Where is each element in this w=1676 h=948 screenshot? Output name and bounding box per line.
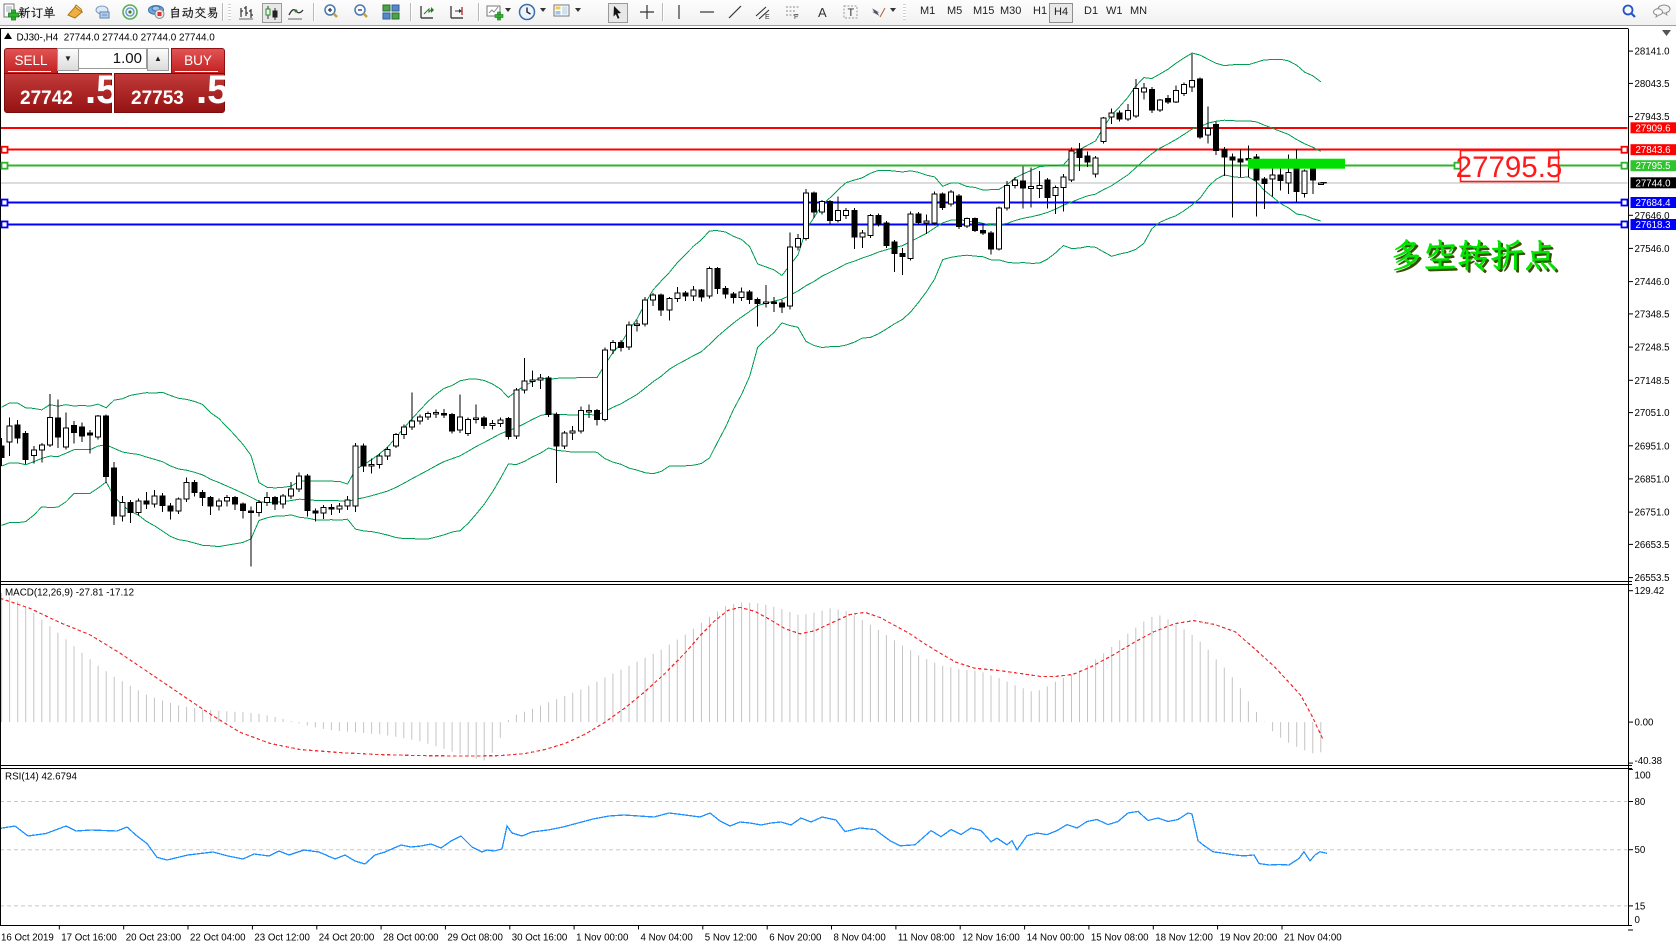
svg-text:0: 0 bbox=[1635, 915, 1641, 926]
svg-text:0.00: 0.00 bbox=[1635, 718, 1654, 729]
svg-text:22 Oct 04:00: 22 Oct 04:00 bbox=[190, 933, 246, 944]
svg-text:11 Nov 08:00: 11 Nov 08:00 bbox=[898, 933, 956, 944]
svg-text:27446.0: 27446.0 bbox=[1635, 277, 1671, 288]
svg-text:4 Nov 04:00: 4 Nov 04:00 bbox=[641, 933, 694, 944]
svg-text:27744.0: 27744.0 bbox=[1636, 178, 1672, 189]
svg-text:27248.5: 27248.5 bbox=[1635, 343, 1670, 354]
svg-text:30 Oct 16:00: 30 Oct 16:00 bbox=[512, 933, 568, 944]
svg-text:A: A bbox=[818, 5, 827, 20]
svg-text:27684.4: 27684.4 bbox=[1636, 198, 1672, 209]
svg-text:27795.5: 27795.5 bbox=[1456, 151, 1563, 184]
svg-text:26851.0: 26851.0 bbox=[1635, 474, 1671, 485]
svg-text:15: 15 bbox=[1635, 901, 1646, 912]
svg-text:17 Oct 16:00: 17 Oct 16:00 bbox=[61, 933, 117, 944]
svg-text:100: 100 bbox=[1635, 771, 1652, 782]
svg-text:8 Nov 04:00: 8 Nov 04:00 bbox=[834, 933, 887, 944]
svg-text:E: E bbox=[765, 14, 770, 21]
svg-text:27943.5: 27943.5 bbox=[1635, 112, 1670, 123]
svg-text:26951.0: 26951.0 bbox=[1635, 441, 1671, 452]
svg-text:18 Nov 12:00: 18 Nov 12:00 bbox=[1155, 933, 1213, 944]
svg-text:19 Nov 20:00: 19 Nov 20:00 bbox=[1220, 933, 1278, 944]
svg-text:14 Nov 00:00: 14 Nov 00:00 bbox=[1027, 933, 1085, 944]
svg-text:50: 50 bbox=[1635, 845, 1646, 856]
svg-text:21 Nov 04:00: 21 Nov 04:00 bbox=[1284, 933, 1342, 944]
svg-text:26751.0: 26751.0 bbox=[1635, 508, 1671, 519]
svg-text:T: T bbox=[848, 7, 855, 19]
svg-text:5 Nov 12:00: 5 Nov 12:00 bbox=[705, 933, 758, 944]
svg-text:24 Oct 20:00: 24 Oct 20:00 bbox=[319, 933, 375, 944]
svg-text:MACD(12,26,9) -27.81 -17.12: MACD(12,26,9) -27.81 -17.12 bbox=[5, 588, 134, 599]
svg-text:27795.5: 27795.5 bbox=[1636, 161, 1671, 172]
svg-text:6 Nov 20:00: 6 Nov 20:00 bbox=[769, 933, 822, 944]
svg-text:27051.0: 27051.0 bbox=[1635, 408, 1671, 419]
svg-text:29 Oct 08:00: 29 Oct 08:00 bbox=[447, 933, 503, 944]
svg-text:28043.5: 28043.5 bbox=[1635, 79, 1670, 90]
svg-text:27546.0: 27546.0 bbox=[1635, 244, 1671, 255]
svg-text:1 Nov 00:00: 1 Nov 00:00 bbox=[576, 933, 629, 944]
svg-text:12 Nov 16:00: 12 Nov 16:00 bbox=[962, 933, 1020, 944]
svg-text:27148.5: 27148.5 bbox=[1635, 376, 1670, 387]
svg-text:26553.5: 26553.5 bbox=[1635, 573, 1670, 584]
svg-text:16 Oct 2019: 16 Oct 2019 bbox=[1, 933, 54, 944]
svg-text:15 Nov 08:00: 15 Nov 08:00 bbox=[1091, 933, 1149, 944]
svg-text:129.42: 129.42 bbox=[1635, 586, 1665, 597]
svg-text:80: 80 bbox=[1635, 797, 1646, 808]
svg-text:DJ30-,H4 27744.0 27744.0 2774: DJ30-,H4 27744.0 27744.0 27744.0 27744.0 bbox=[17, 32, 216, 43]
svg-text:F: F bbox=[794, 14, 798, 21]
svg-text:RSI(14) 42.6794: RSI(14) 42.6794 bbox=[5, 772, 77, 783]
svg-text:20 Oct 23:00: 20 Oct 23:00 bbox=[126, 933, 182, 944]
svg-text:27348.5: 27348.5 bbox=[1635, 309, 1670, 320]
svg-text:27843.6: 27843.6 bbox=[1636, 145, 1671, 156]
svg-text:-40.38: -40.38 bbox=[1635, 756, 1662, 767]
svg-text:27909.6: 27909.6 bbox=[1636, 123, 1671, 134]
svg-text:28 Oct 00:00: 28 Oct 00:00 bbox=[383, 933, 439, 944]
svg-text:28141.0: 28141.0 bbox=[1635, 47, 1671, 58]
svg-text:27618.3: 27618.3 bbox=[1636, 220, 1671, 231]
svg-text:23 Oct 12:00: 23 Oct 12:00 bbox=[254, 933, 310, 944]
svg-text:26653.5: 26653.5 bbox=[1635, 540, 1670, 551]
svg-text:27646.0: 27646.0 bbox=[1635, 211, 1671, 222]
